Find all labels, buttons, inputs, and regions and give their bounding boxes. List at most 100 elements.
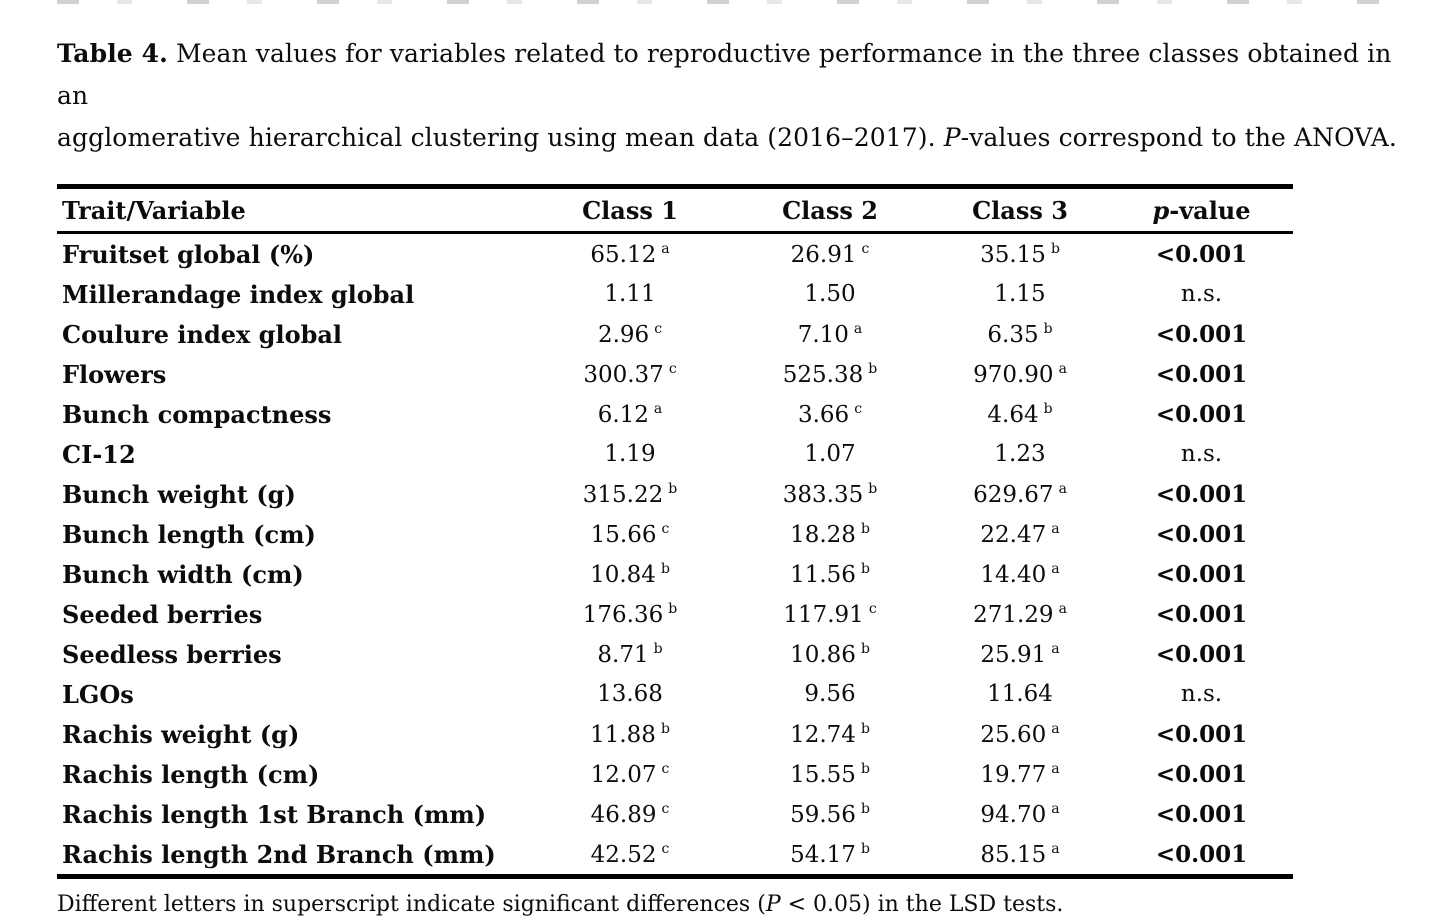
table-row: Coulure index global 2.96 c 7.10 a 6.35 b <0.00… xyxy=(57,314,1293,354)
mean-value: 6.35 xyxy=(987,321,1039,348)
mean-value: 11.64 xyxy=(987,681,1053,707)
value-cell: 7.10 a xyxy=(730,314,930,354)
pvalue-cell: <0.001 xyxy=(1155,520,1248,548)
table-row: Rachis length (cm) 12.07 c 15.55 b 19.77 a <0.0… xyxy=(57,754,1293,794)
value-cell: 14.40 a xyxy=(930,554,1110,594)
table-row: Rachis weight (g) 11.88 b 12.74 b 25.60 a <0.00… xyxy=(57,714,1293,754)
value-cell: 525.38 b xyxy=(730,354,930,394)
superscript-letter: c xyxy=(661,520,670,537)
value-cell: 35.15 b xyxy=(930,233,1110,275)
trait-cell: CI-12 xyxy=(62,439,136,469)
value-cell: 85.15 a xyxy=(930,834,1110,877)
mean-value: 12.07 xyxy=(590,761,657,788)
value-cell: 6.35 b xyxy=(930,314,1110,354)
table-row: Bunch compactness 6.12 a 3.66 c 4.64 b <0.001 xyxy=(57,394,1293,434)
table-row: Rachis length 2nd Branch (mm) 42.52 c 54.17… xyxy=(57,834,1293,877)
mean-value: 11.88 xyxy=(590,721,656,748)
mean-value: 1.50 xyxy=(804,281,856,307)
mean-value: 383.35 xyxy=(782,481,864,508)
mean-value: 46.89 xyxy=(590,801,657,828)
value-cell: 629.67 a xyxy=(930,474,1110,514)
superscript-letter: c xyxy=(661,760,670,777)
mean-value: 3.66 xyxy=(797,401,850,428)
mean-value: 315.22 xyxy=(582,481,664,508)
superscript-letter: a xyxy=(1058,600,1067,617)
footnote-text: Different letters in superscript indicat… xyxy=(57,892,766,917)
superscript-letter: a xyxy=(1051,760,1060,777)
superscript-letter: c xyxy=(861,240,870,257)
value-cell: 13.68 xyxy=(530,674,730,714)
pvalue-cell: <0.001 xyxy=(1155,800,1248,828)
mean-value: 970.90 xyxy=(973,361,1054,388)
mean-value: 1.23 xyxy=(994,441,1046,467)
mean-value: 42.52 xyxy=(590,841,657,868)
mean-value: 1.19 xyxy=(604,441,656,467)
data-table: Trait/Variable Class 1 Class 2 Class 3 p-val… xyxy=(57,184,1293,879)
table-row: Seedless berries 8.71 b 10.86 b 25.91 a <0.001 xyxy=(57,634,1293,674)
value-cell: 22.47 a xyxy=(930,514,1110,554)
superscript-letter: b xyxy=(1050,240,1060,257)
trait-cell: Coulure index global xyxy=(62,319,343,349)
superscript-letter: a xyxy=(1051,640,1060,657)
mean-value: 25.91 xyxy=(980,641,1047,668)
superscript-letter: b xyxy=(860,800,870,817)
value-cell: 46.89 c xyxy=(530,794,730,834)
value-cell: 10.84 b xyxy=(530,554,730,594)
superscript-letter: a xyxy=(1058,360,1067,377)
caption-italic-p: P xyxy=(943,123,961,152)
value-cell: 11.88 b xyxy=(530,714,730,754)
footnote-text-end: < 0.05) in the LSD tests. xyxy=(780,892,1064,917)
table-row: Rachis length 1st Branch (mm) 46.89 c 59.56… xyxy=(57,794,1293,834)
pvalue-cell: <0.001 xyxy=(1155,640,1248,668)
mean-value: 176.36 xyxy=(582,601,664,628)
superscript-letter: b xyxy=(860,720,870,737)
superscript-letter: b xyxy=(668,600,678,617)
mean-value: 59.56 xyxy=(790,801,856,828)
trait-cell: Bunch compactness xyxy=(62,399,332,429)
column-header-trait: Trait/Variable xyxy=(57,186,530,234)
pvalue-cell: <0.001 xyxy=(1155,320,1248,348)
value-cell: 4.64 b xyxy=(930,394,1110,434)
superscript-letter: b xyxy=(868,360,878,377)
value-cell: 59.56 b xyxy=(730,794,930,834)
mean-value: 13.68 xyxy=(597,681,663,707)
superscript-letter: b xyxy=(668,480,678,497)
value-cell: 1.50 xyxy=(730,274,930,314)
table-row: Millerandage index global 1.11 1.50 1.15 n.s… xyxy=(57,274,1293,314)
table-body: Fruitset global (%) 65.12 a 26.91 c 35.15 b <0.… xyxy=(57,233,1293,877)
superscript-letter: b xyxy=(1043,400,1053,417)
value-cell: 1.15 xyxy=(930,274,1110,314)
value-cell: 19.77 a xyxy=(930,754,1110,794)
pvalue-cell: <0.001 xyxy=(1155,720,1248,748)
value-cell: 12.74 b xyxy=(730,714,930,754)
superscript-letter: b xyxy=(860,520,870,537)
value-cell: 970.90 a xyxy=(930,354,1110,394)
pvalue-cell: n.s. xyxy=(1180,681,1223,707)
value-cell: 11.56 b xyxy=(730,554,930,594)
trait-cell: LGOs xyxy=(62,679,134,709)
superscript-letter: b xyxy=(868,480,878,497)
header-italic-p: p xyxy=(1152,195,1170,225)
mean-value: 1.11 xyxy=(604,281,656,307)
table-row: Bunch width (cm) 10.84 b 11.56 b 14.40 a <0.001 xyxy=(57,554,1293,594)
trait-cell: Millerandage index global xyxy=(62,279,415,309)
value-cell: 15.55 b xyxy=(730,754,930,794)
table-number: Table 4. xyxy=(57,39,168,68)
pvalue-cell: n.s. xyxy=(1180,441,1223,467)
mean-value: 10.84 xyxy=(590,561,656,588)
value-cell: 42.52 c xyxy=(530,834,730,877)
mean-value: 7.10 xyxy=(797,321,849,348)
mean-value: 9.56 xyxy=(804,681,856,707)
table-header: Trait/Variable Class 1 Class 2 Class 3 p-val… xyxy=(57,186,1293,234)
mean-value: 1.07 xyxy=(804,441,856,467)
superscript-letter: a xyxy=(1051,840,1060,857)
superscript-letter: b xyxy=(1043,320,1053,337)
value-cell: 54.17 b xyxy=(730,834,930,877)
mean-value: 94.70 xyxy=(980,801,1047,828)
value-cell: 25.91 a xyxy=(930,634,1110,674)
value-cell: 25.60 a xyxy=(930,714,1110,754)
value-cell: 117.91 c xyxy=(730,594,930,634)
table-row: Seeded berries 176.36 b 117.91 c 271.29 a <0.00… xyxy=(57,594,1293,634)
trait-cell: Bunch width (cm) xyxy=(62,559,304,589)
